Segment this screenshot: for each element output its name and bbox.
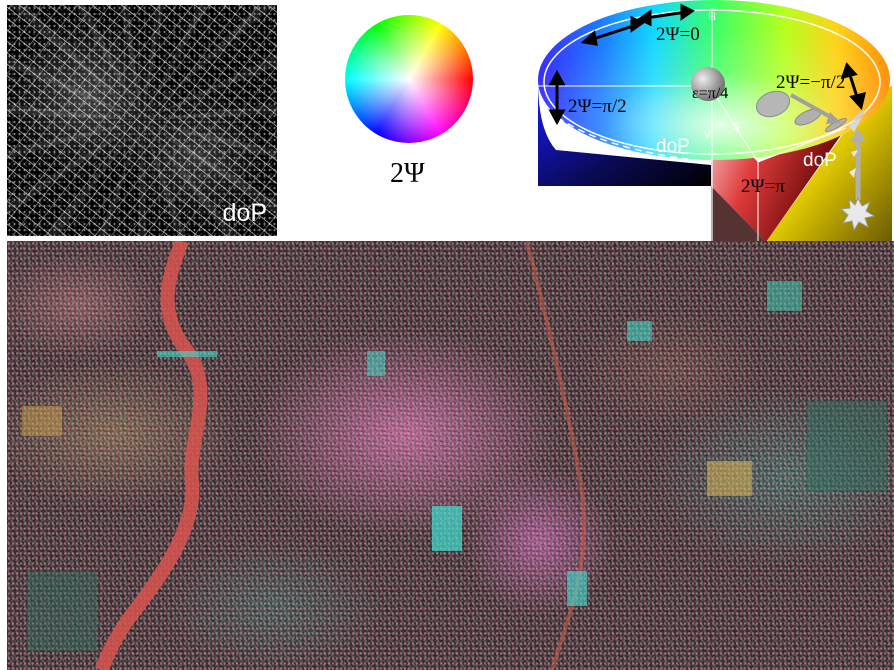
- label-psi-neg-half-pi: 2Ψ=−π/2: [776, 72, 845, 93]
- dop-texture: [7, 5, 277, 236]
- hsv-cylinder-diagram: H 2Ψ=0 2Ψ=−π/2 2Ψ=π/2 2Ψ=π ε=π/4 doP doP…: [538, 0, 892, 242]
- label-top-marker: H: [708, 11, 716, 23]
- label-axis-v: V: [704, 130, 711, 141]
- color-wheel: [345, 15, 473, 143]
- dop-image: doP: [7, 5, 277, 236]
- dop-image-label: doP: [222, 199, 267, 227]
- label-dop-left: doP: [656, 136, 690, 157]
- label-psi-pi: 2Ψ=π: [741, 176, 785, 197]
- label-axis-s: S: [733, 122, 740, 133]
- label-epsilon: ε=π/4: [692, 85, 728, 102]
- teal-patch: [432, 506, 462, 551]
- poincare-sphere: [691, 67, 725, 101]
- label-dop-right: doP: [803, 150, 837, 171]
- dop-arrow: [839, 117, 876, 232]
- cylinder-bottom-shadow: [711, 186, 766, 242]
- label-psi-half-pi: 2Ψ=π/2: [568, 96, 627, 117]
- rotation-arrows: [548, 3, 867, 126]
- cylinder-left-side: [538, 80, 711, 186]
- polarimetric-satellite-image: [7, 241, 894, 670]
- satellite-speckle: [7, 241, 894, 670]
- color-wheel-label: 2Ψ: [390, 158, 425, 189]
- label-psi-zero: 2Ψ=0: [656, 24, 700, 45]
- cylinder-cut-face: [711, 116, 846, 242]
- river: [95, 241, 208, 670]
